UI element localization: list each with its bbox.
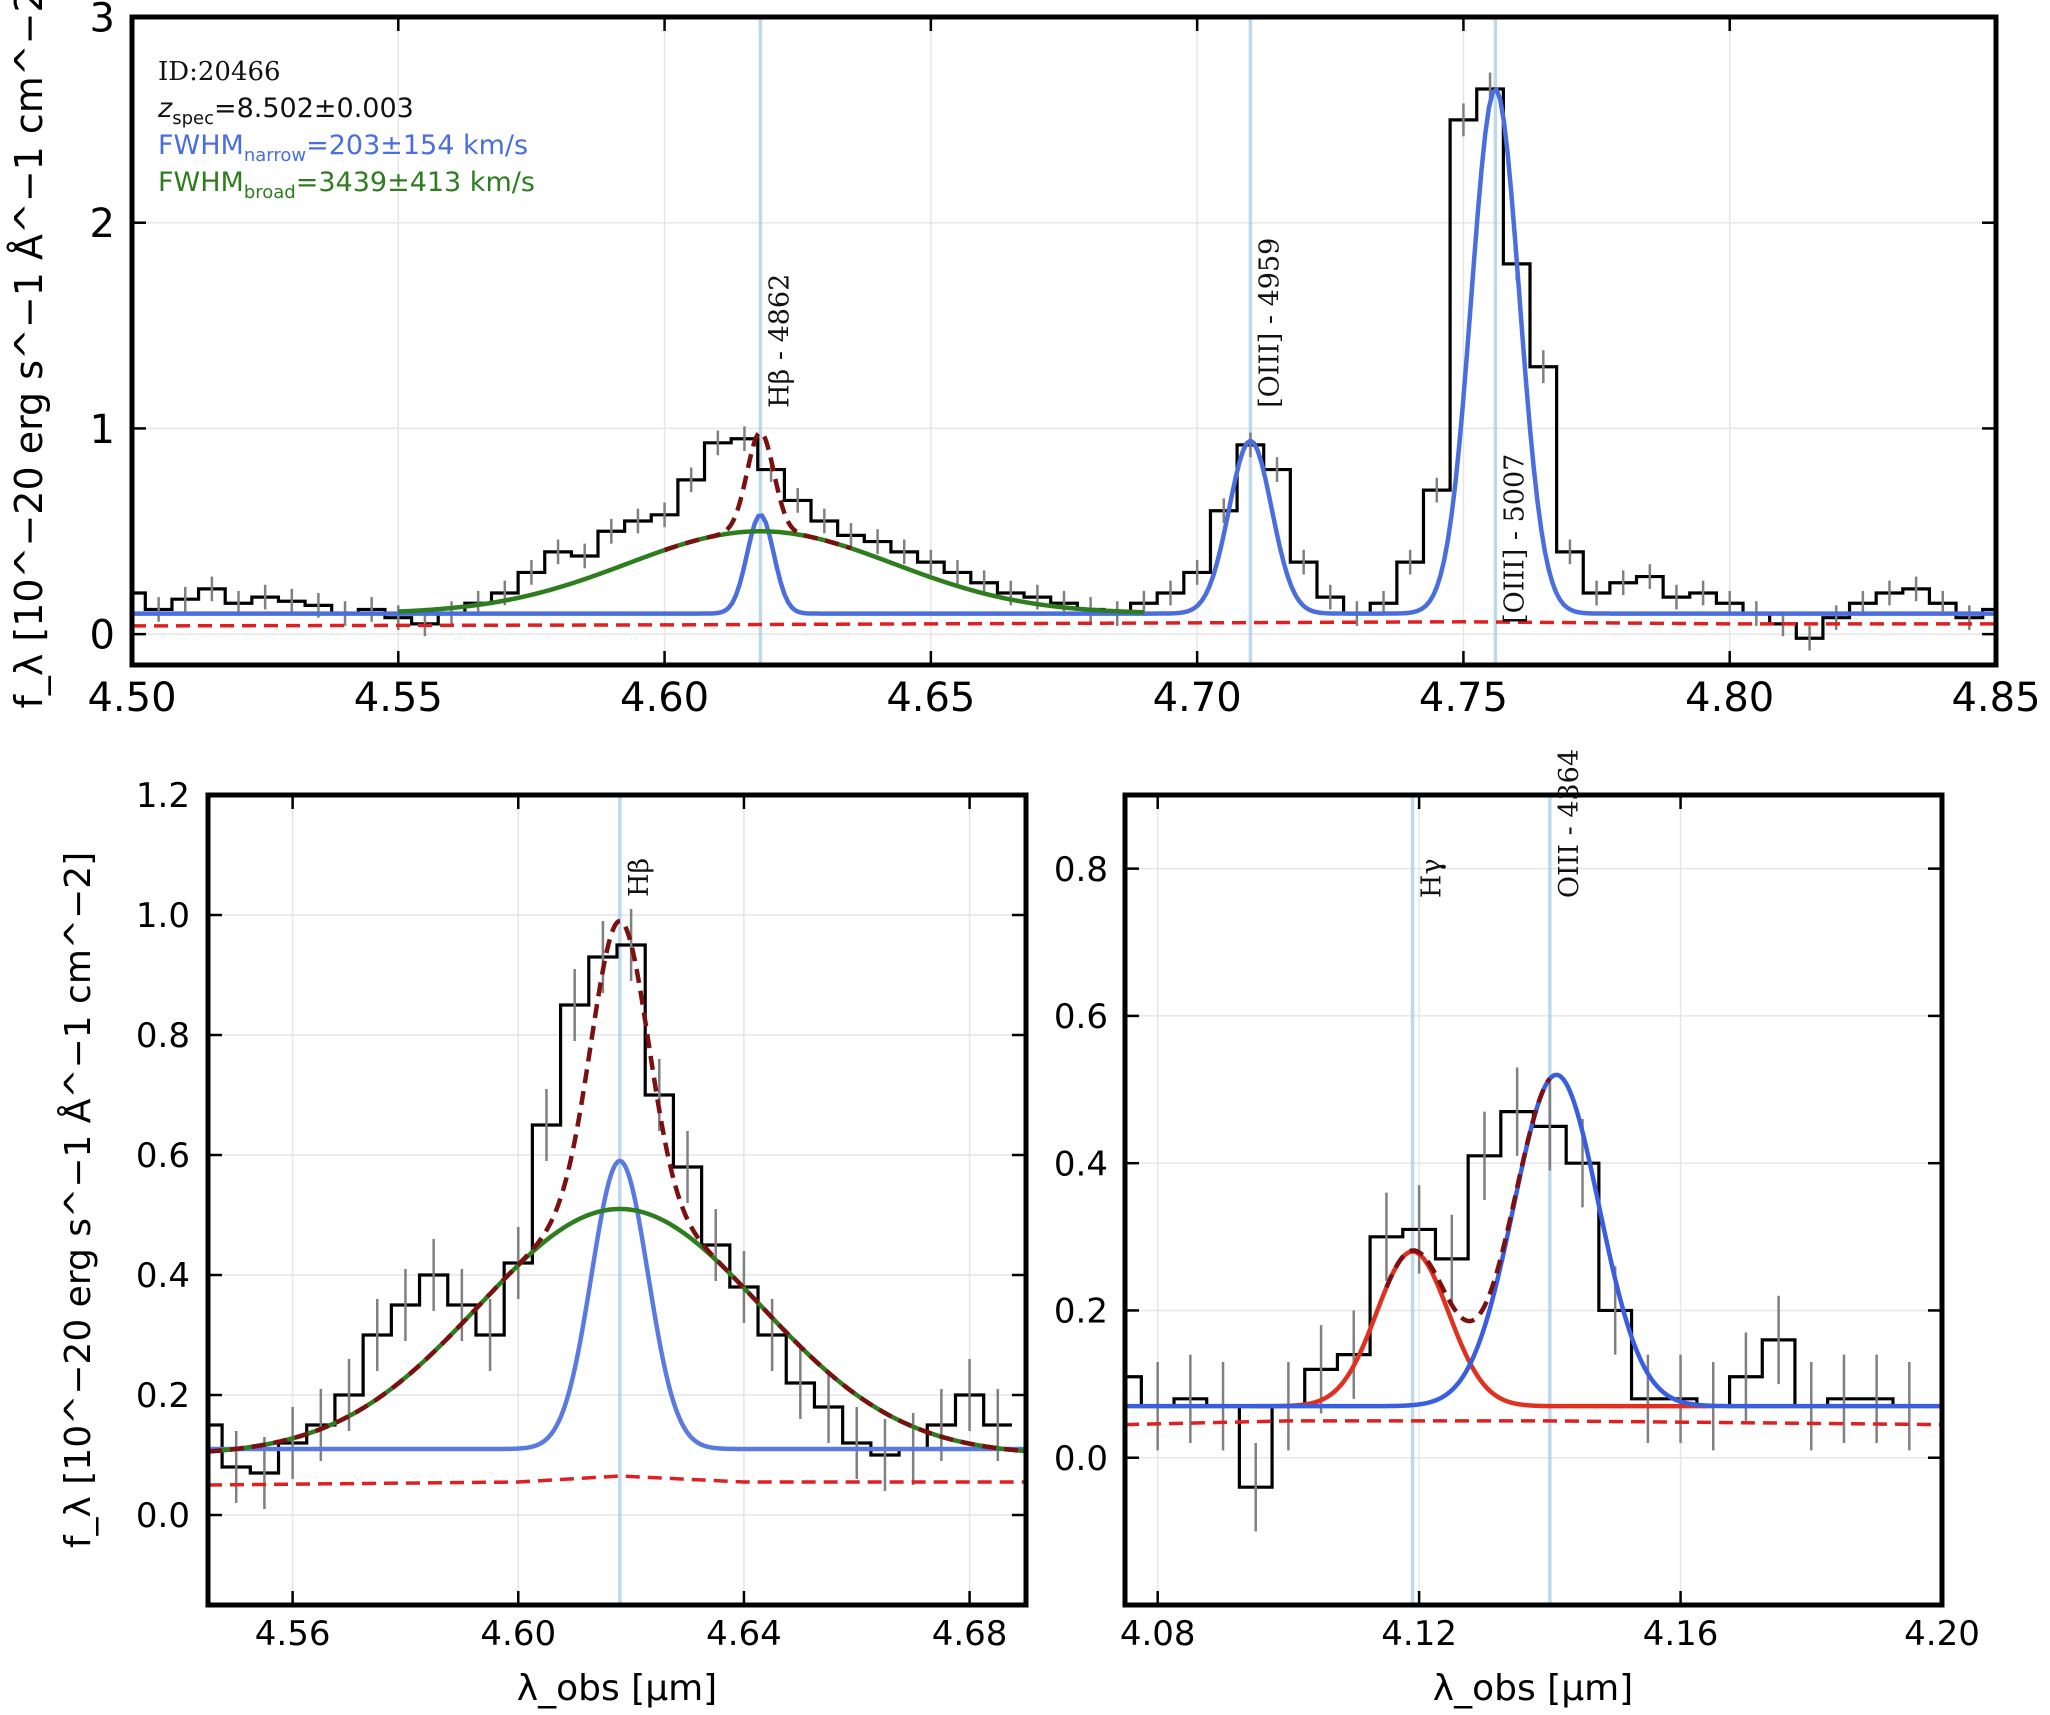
top-ticks: 4.50 4.55 4.60 4.65 4.70 4.75 4.80 4.85 0 1 2 3 (87, 0, 2040, 721)
y-tick-label: 0.2 (136, 1376, 190, 1416)
model-curve (208, 1158, 1026, 1452)
x-tick-label: 4.50 (87, 675, 176, 721)
x-tick-label: 4.56 (255, 1614, 331, 1654)
x-tick-label: 4.80 (1685, 675, 1774, 721)
bottom-right-x-axis-label: λ_obs [μm] (1433, 1668, 1633, 1709)
top-y-axis-label: f_λ [10^−20 erg s^−1 Å^−1 cm^−2] (7, 0, 51, 709)
y-tick-label: 0.8 (136, 1016, 190, 1056)
y-tick-label: 0.2 (1054, 1292, 1108, 1332)
emission-line-label: [OIII] - 5007 (1499, 454, 1530, 624)
y-tick-label: 0.0 (1054, 1439, 1108, 1479)
y-tick-label: 3 (90, 0, 115, 41)
fwhm-broad-value: =3439±413 km/s (296, 167, 535, 198)
bottom-left-panel: 4.56 4.60 4.64 4.68 0.0 0.2 0.4 0.6 0.8 1.0 1.2 Hβ… (56, 776, 1029, 1709)
model-curve (132, 87, 1996, 616)
y-tick-label: 0.4 (1054, 1144, 1108, 1184)
emission-line-label: Hβ - 4862 (764, 274, 795, 408)
y-tick-label: 1 (90, 407, 115, 453)
fwhm-narrow-annotation: FWHMnarrow=203±154 km/s (158, 130, 528, 166)
model-curve (1254, 1249, 1715, 1409)
data-spectrum-step (1125, 1110, 1926, 1489)
y-tick-label: 0 (90, 613, 115, 659)
x-tick-label: 4.68 (932, 1614, 1008, 1654)
bottom-left-x-axis-label: λ_obs [μm] (517, 1668, 717, 1709)
top-panel: 4.50 4.55 4.60 4.65 4.70 4.75 4.80 4.85 0 1 2 3 Hβ … (7, 0, 2041, 721)
y-tick-label: 1.0 (136, 896, 190, 936)
emission-line-label: [OIII] - 4959 (1254, 238, 1285, 408)
bottom-right-panel: 4.08 4.12 4.16 4.20 0.0 0.2 0.4 0.6 0.8 Hγ OIII -… (1054, 749, 1980, 1709)
x-tick-label: 4.55 (354, 675, 443, 721)
x-tick-label: 4.12 (1381, 1614, 1457, 1654)
model-curve (1384, 1076, 1552, 1324)
model-curve (1125, 1072, 1942, 1409)
bottom-right-ticks: 4.08 4.12 4.16 4.20 0.0 0.2 0.4 0.6 0.8 (1054, 795, 1980, 1654)
zspec-symbol: z (157, 93, 173, 124)
emission-line-label: OIII - 4364 (1554, 749, 1585, 898)
model-curve (208, 1206, 1026, 1454)
x-tick-label: 4.65 (886, 675, 975, 721)
x-tick-label: 4.70 (1153, 675, 1242, 721)
bottom-right-plot-frame (1122, 792, 1945, 1608)
x-tick-label: 4.60 (620, 675, 709, 721)
bottom-right-grid (1125, 795, 1943, 1605)
x-tick-label: 4.16 (1643, 1614, 1719, 1654)
top-line-markers (758, 17, 1498, 665)
fwhm-narrow-symbol: FWHM (158, 130, 244, 161)
x-tick-label: 4.20 (1904, 1614, 1980, 1654)
x-tick-label: 4.08 (1120, 1614, 1196, 1654)
fwhm-broad-subscript: broad (244, 182, 296, 203)
id-annotation: ID:20466 (158, 57, 281, 87)
fwhm-broad-annotation: FWHMbroad=3439±413 km/s (158, 167, 535, 203)
error-spectrum-line (1125, 1419, 1942, 1427)
bottom-right-line-markers (1410, 795, 1552, 1605)
zspec-subscript: spec (172, 108, 214, 129)
model-curve (208, 918, 1026, 1454)
y-tick-label: 2 (90, 201, 115, 247)
bottom-left-plot-frame (205, 792, 1029, 1608)
bottom-left-line-labels: Hβ (624, 858, 655, 897)
top-series (132, 72, 1996, 651)
x-tick-label: 4.85 (1951, 675, 2040, 721)
zspec-value: =8.502±0.003 (214, 93, 414, 124)
bottom-left-series (208, 909, 1026, 1509)
top-line-labels: Hβ - 4862 [OIII] - 4959 [OIII] - 5007 (764, 238, 1530, 624)
x-tick-label: 4.60 (480, 1614, 556, 1654)
y-tick-label: 0.0 (136, 1496, 190, 1536)
model-curve (397, 529, 1145, 615)
y-tick-label: 0.4 (136, 1256, 190, 1296)
zspec-annotation: zspec=8.502±0.003 (157, 93, 414, 129)
y-tick-label: 0.8 (1054, 850, 1108, 890)
x-tick-label: 4.75 (1419, 675, 1508, 721)
fwhm-broad-symbol: FWHM (158, 167, 244, 198)
emission-line-label: Hβ (624, 858, 655, 897)
top-plot-frame (129, 14, 1999, 668)
bottom-left-ticks: 4.56 4.60 4.64 4.68 0.0 0.2 0.4 0.6 0.8 1.0 1.2 (136, 776, 1026, 1654)
bottom-right-series (1125, 1067, 1942, 1532)
y-tick-label: 0.6 (136, 1136, 190, 1176)
fwhm-narrow-subscript: narrow (244, 145, 306, 166)
y-tick-label: 0.6 (1054, 997, 1108, 1037)
fwhm-narrow-value: =203±154 km/s (306, 130, 528, 161)
error-spectrum-line (208, 1474, 1026, 1487)
bottom-right-line-labels: Hγ OIII - 4364 (1417, 749, 1585, 898)
emission-line-label: Hγ (1417, 858, 1448, 898)
bottom-left-y-axis-label: f_λ [10^−20 erg s^−1 Å^−1 cm^−2] (56, 852, 99, 1548)
x-tick-label: 4.64 (706, 1614, 782, 1654)
error-spectrum-line (132, 620, 1996, 628)
model-curve (662, 430, 853, 553)
y-tick-label: 1.2 (136, 776, 190, 816)
